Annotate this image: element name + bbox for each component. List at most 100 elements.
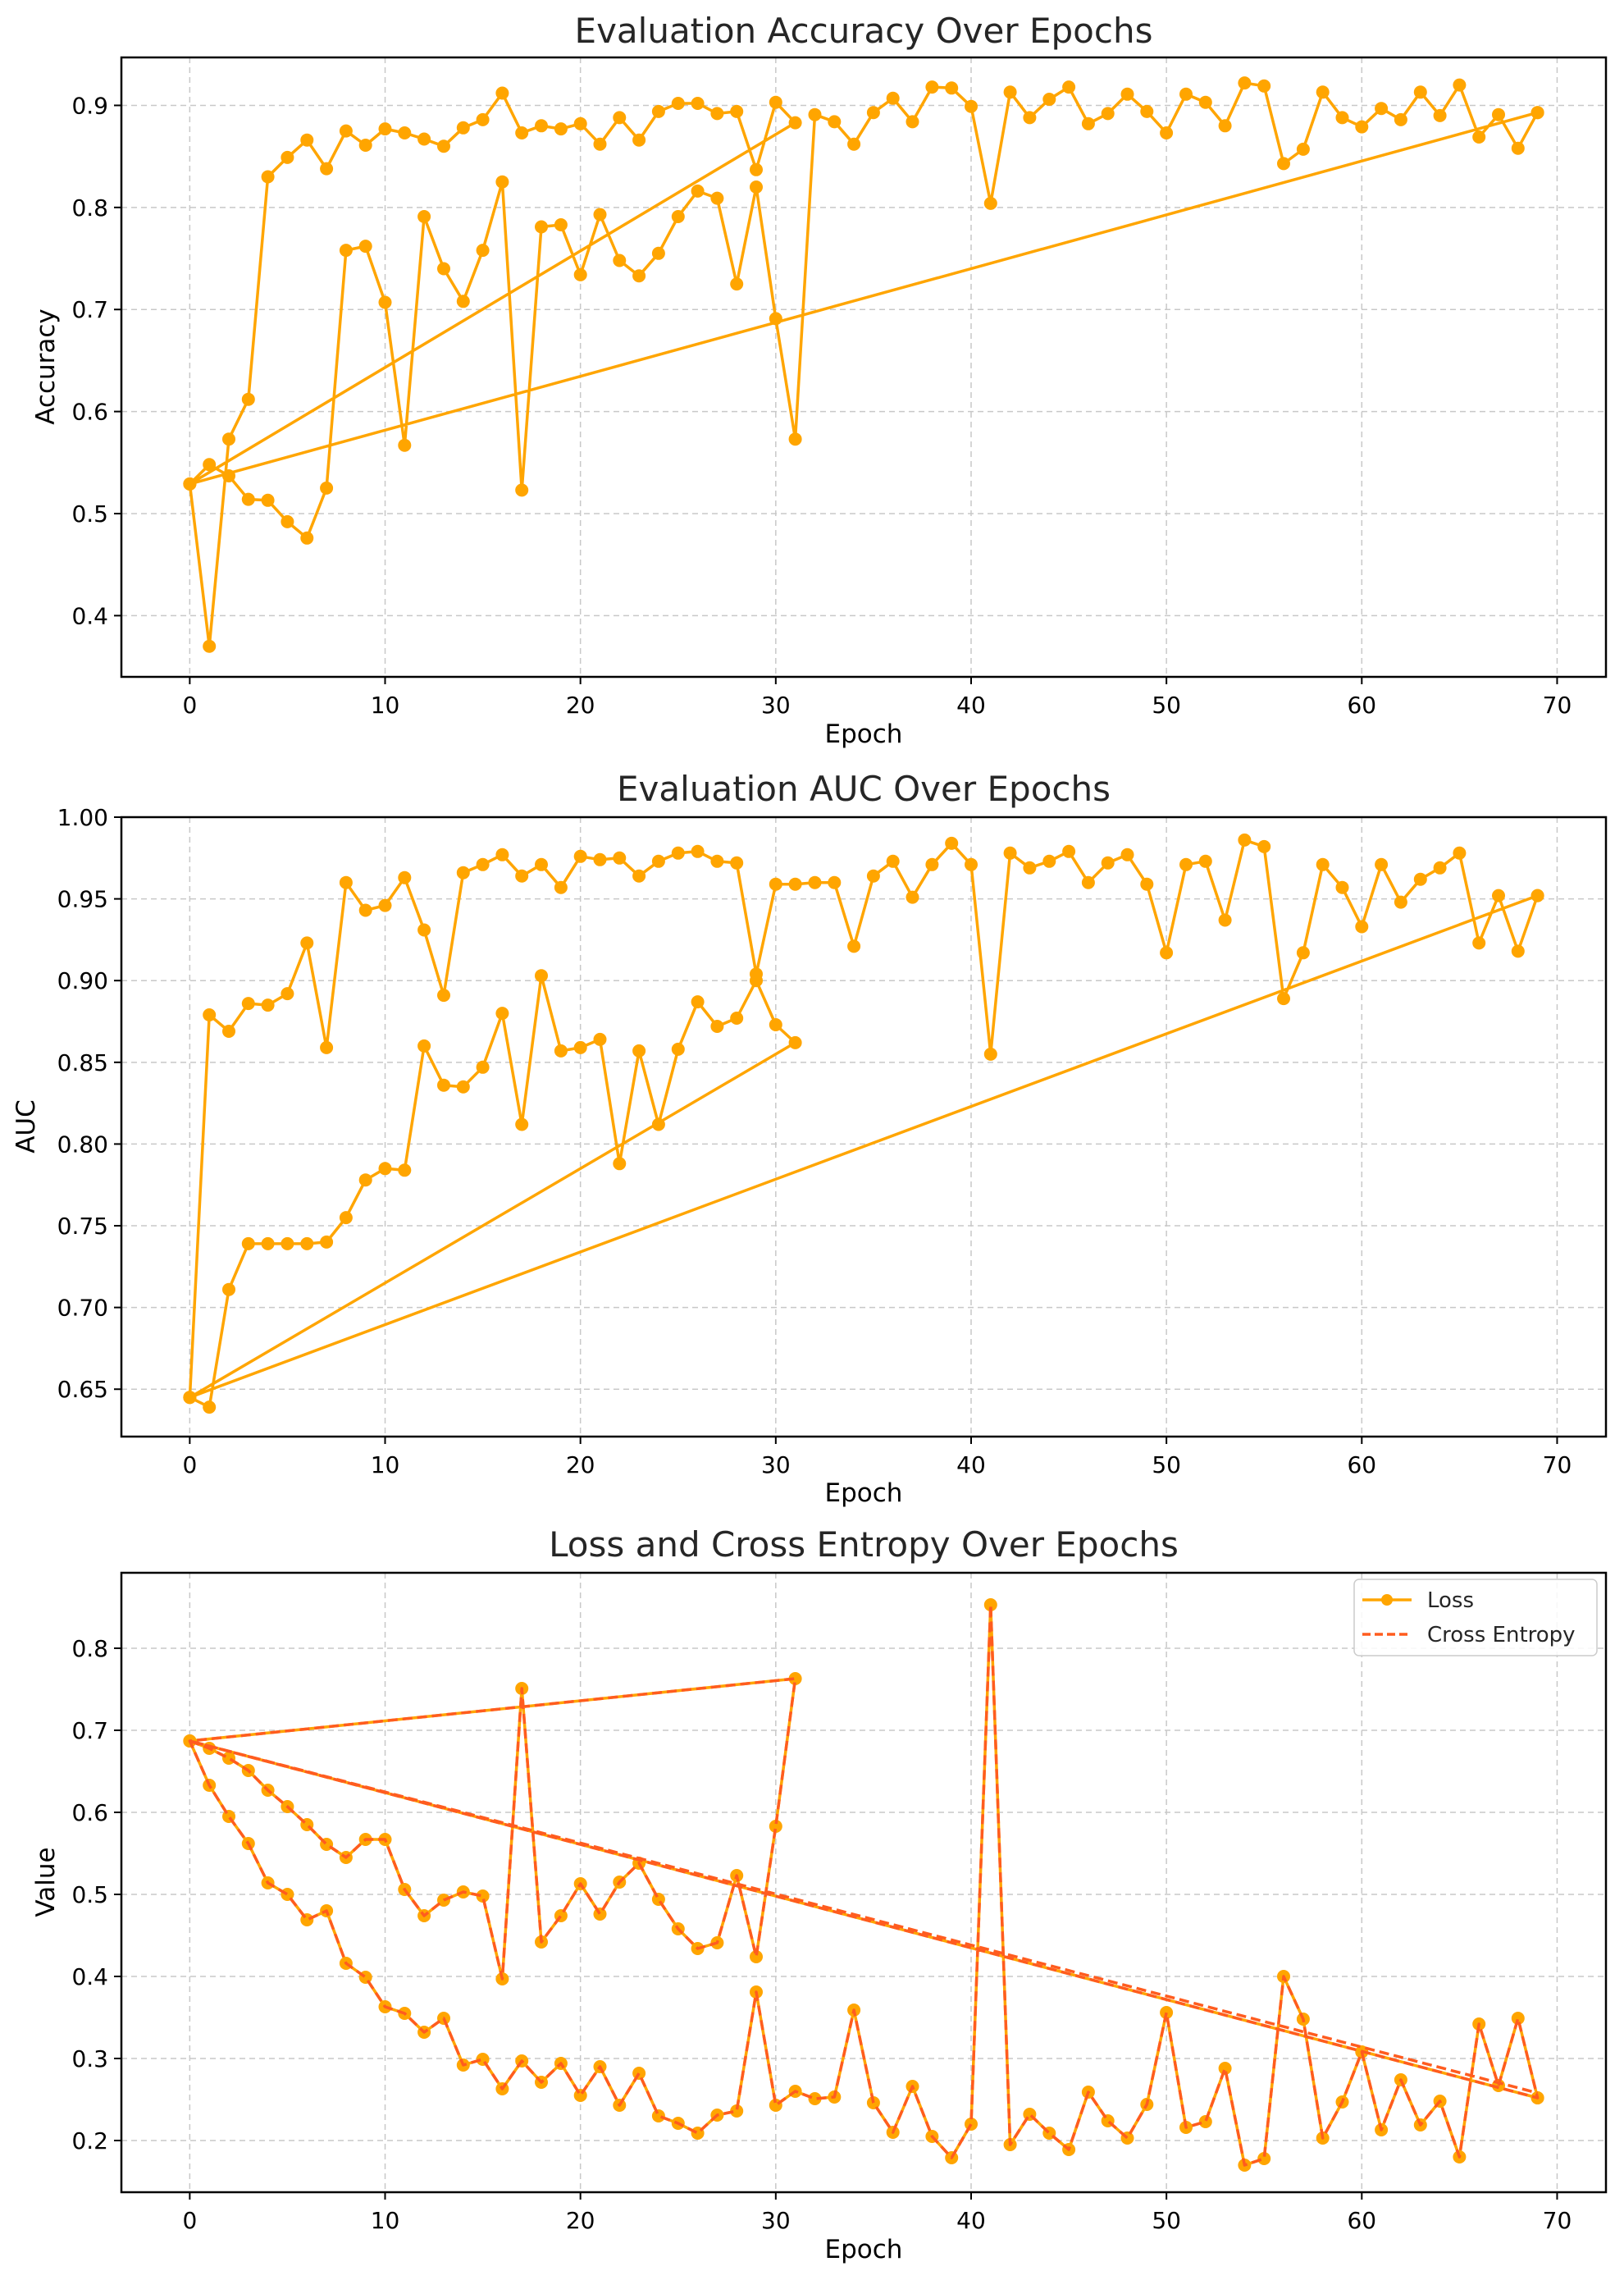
data-point [203, 1400, 217, 1414]
data-point [671, 97, 685, 110]
data-point [1160, 946, 1174, 960]
x-tick-label: 10 [371, 1451, 400, 1478]
accuracy-y-axis-label: Accuracy [31, 308, 61, 425]
x-tick-label: 50 [1152, 2207, 1181, 2234]
data-point [1179, 857, 1193, 871]
data-point [632, 133, 646, 147]
data-point [750, 1950, 763, 1963]
data-point [886, 854, 900, 868]
data-point [1511, 141, 1525, 155]
data-point [515, 869, 529, 883]
data-point [632, 1044, 646, 1058]
data-point [1257, 2152, 1271, 2165]
data-point [515, 126, 529, 139]
data-point [437, 139, 450, 153]
x-tick-label: 10 [371, 2207, 400, 2234]
data-point [535, 119, 548, 133]
data-point [535, 857, 548, 871]
x-tick-label: 60 [1347, 692, 1376, 719]
data-point [808, 2092, 822, 2105]
data-point [222, 432, 235, 446]
data-point [476, 857, 490, 871]
y-tick-label: 0.70 [57, 1295, 108, 1322]
data-point [1238, 833, 1252, 847]
data-point [750, 180, 763, 194]
data-point [632, 869, 646, 883]
data-point [1218, 2062, 1232, 2075]
data-point [1101, 856, 1115, 870]
data-point [593, 208, 607, 222]
auc-x-axis-label: Epoch [825, 1478, 903, 1508]
data-point [651, 1117, 665, 1131]
data-point [515, 483, 529, 497]
data-point [535, 220, 548, 234]
y-tick-label: 0.6 [71, 399, 108, 426]
loss-y-axis-label: Value [31, 1847, 61, 1917]
data-point [925, 80, 939, 94]
y-tick-label: 0.8 [71, 1635, 108, 1662]
data-point [398, 870, 412, 884]
data-point [808, 875, 822, 889]
data-point [495, 175, 509, 189]
data-point [691, 184, 705, 198]
data-point [573, 1040, 587, 1054]
data-point [613, 111, 627, 125]
data-point [554, 122, 568, 136]
data-point [710, 1020, 724, 1033]
accuracy-grid [121, 57, 1606, 677]
data-point [1472, 130, 1486, 144]
data-point [691, 97, 705, 110]
data-point [1335, 111, 1349, 125]
data-point [300, 531, 314, 545]
data-point [222, 1282, 235, 1296]
loss-plot-area [183, 1598, 1544, 2172]
data-point [358, 1173, 372, 1187]
data-point [769, 1820, 782, 1833]
data-point [1081, 875, 1095, 889]
data-point [358, 139, 372, 152]
data-point [241, 392, 255, 406]
y-tick-label: 0.5 [71, 1881, 108, 1908]
accuracy-axes-frame [120, 56, 1608, 679]
x-tick-label: 30 [761, 1451, 791, 1478]
x-tick-label: 40 [956, 692, 986, 719]
data-point [1433, 108, 1447, 122]
data-point [651, 246, 665, 260]
data-point [573, 117, 587, 130]
data-point [632, 2067, 646, 2080]
data-point [1530, 106, 1544, 120]
data-point [398, 438, 412, 452]
data-point [788, 432, 802, 446]
y-tick-label: 0.4 [71, 1963, 108, 1990]
data-point [788, 877, 802, 891]
data-point [222, 469, 235, 482]
data-point [651, 2109, 665, 2122]
data-point [866, 869, 880, 883]
y-tick-label: 0.8 [71, 194, 108, 222]
data-point [1296, 142, 1310, 156]
data-point [1492, 889, 1505, 902]
data-point [710, 191, 724, 205]
y-tick-label: 0.7 [71, 1717, 108, 1744]
data-point [261, 998, 275, 1012]
data-point [1042, 854, 1056, 868]
data-point [1120, 848, 1134, 861]
data-point [925, 857, 939, 871]
x-tick-label: 0 [182, 692, 197, 719]
data-point [593, 137, 607, 151]
data-point [788, 1035, 802, 1049]
data-point [1433, 861, 1447, 875]
data-point [651, 104, 665, 118]
data-point [1394, 895, 1407, 909]
data-point [417, 210, 431, 223]
data-point [495, 1007, 509, 1021]
data-point [456, 1080, 470, 1094]
data-point [203, 458, 217, 472]
y-tick-label: 0.2 [71, 2127, 108, 2154]
data-point [320, 1235, 334, 1249]
data-point [1140, 104, 1154, 118]
data-point [1257, 79, 1271, 93]
data-point [965, 857, 978, 871]
data-point [769, 312, 782, 326]
data-point [769, 95, 782, 109]
